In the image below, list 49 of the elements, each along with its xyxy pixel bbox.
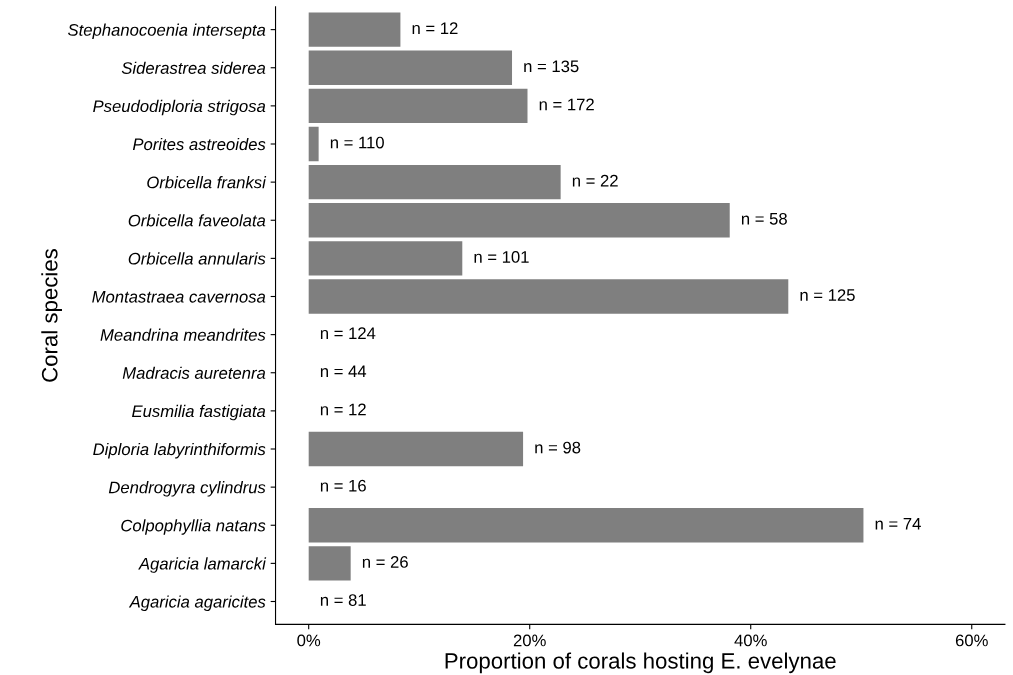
annotation: n = 44 <box>320 365 367 378</box>
bar <box>308 88 528 124</box>
bar <box>308 126 319 162</box>
y-tick-label: Montastraea cavernosa <box>92 291 266 303</box>
annotation: n = 22 <box>572 174 618 187</box>
y-axis-title: Coral species <box>41 249 62 382</box>
x-axis-title: Proportion of corals hosting E. evelynae <box>445 652 836 674</box>
y-tick-label: Pseudodiploria strigosa <box>93 99 266 116</box>
annotation: n = 12 <box>412 22 458 34</box>
bar <box>308 508 864 543</box>
y-tick-label: Porites astreoides <box>132 137 266 151</box>
bar <box>308 431 524 467</box>
y-tick-label: Dendrogyra cylindrus <box>108 481 266 497</box>
x-tick-label: 0% <box>297 634 321 647</box>
bar <box>308 279 789 314</box>
bar <box>308 203 730 238</box>
bar <box>308 164 561 200</box>
bar <box>308 12 401 47</box>
annotation: n = 74 <box>875 518 921 530</box>
x-tick-label: 60% <box>955 634 988 647</box>
annotation: n = 26 <box>362 556 408 568</box>
y-tick-label: Eusmilia fastigiata <box>132 404 266 421</box>
annotation: n = 16 <box>320 479 366 492</box>
y-tick-label: Siderastrea siderea <box>121 61 266 74</box>
y-tick-label: Colpophyllia natans <box>121 519 266 535</box>
y-tick-label: Madracis auretenra <box>122 366 266 379</box>
bar <box>308 50 513 85</box>
annotation: n = 125 <box>800 289 855 301</box>
annotation: n = 110 <box>330 136 384 149</box>
annotation: n = 101 <box>474 251 529 263</box>
annotation: n = 81 <box>320 594 366 606</box>
annotation: n = 12 <box>320 403 366 416</box>
bar <box>308 546 351 581</box>
annotation: n = 58 <box>741 212 787 225</box>
x-tick-label: 40% <box>734 634 767 647</box>
x-tick-label: 20% <box>513 634 546 647</box>
annotation: n = 124 <box>320 327 376 339</box>
bar <box>308 241 463 276</box>
y-tick-label: Stephanocoenia intersepta <box>68 23 266 40</box>
y-tick-label: Diploria labyrinthiformis <box>93 442 266 459</box>
y-tick-label: Orbicella faveolata <box>128 214 266 227</box>
y-tick-label: Orbicella annularis <box>128 252 266 265</box>
annotation: n = 172 <box>539 98 594 111</box>
y-tick-label: Orbicella franksi <box>147 176 267 189</box>
annotation: n = 135 <box>524 60 579 73</box>
annotation: n = 98 <box>535 441 581 454</box>
y-tick-label: Agaricia lamarcki <box>138 557 267 573</box>
y-tick-label: Agaricia agaricites <box>128 595 266 611</box>
y-tick-label: Meandrina meandrites <box>100 328 266 341</box>
